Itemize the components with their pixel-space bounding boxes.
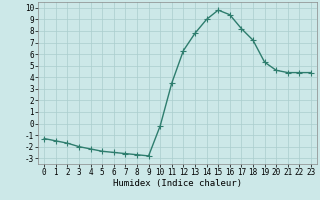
X-axis label: Humidex (Indice chaleur): Humidex (Indice chaleur) xyxy=(113,179,242,188)
